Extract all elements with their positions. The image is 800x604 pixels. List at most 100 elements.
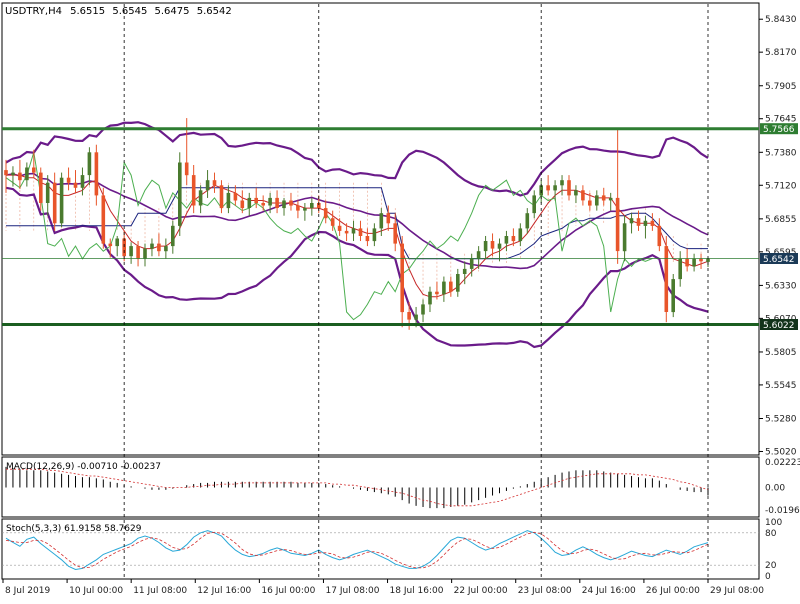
candle-body xyxy=(511,236,516,242)
candle-body xyxy=(400,243,404,313)
price-tick-label: 5.7645 xyxy=(765,115,797,125)
candle-body xyxy=(80,175,85,188)
stoch-tick-label: 0 xyxy=(765,572,771,582)
candle-body xyxy=(407,312,411,320)
resistance-tag xyxy=(760,123,798,135)
candle-body xyxy=(664,246,669,312)
axis-layer: 5.8430 5.8170 5.7905 5.7645 5.7380 5.7120 5.68… xyxy=(2,4,797,596)
stoch-tick-label: 100 xyxy=(765,518,782,528)
price-tick-label: 5.5805 xyxy=(765,348,797,358)
candle-body xyxy=(25,167,29,181)
candle-body xyxy=(650,220,655,226)
candle-body xyxy=(692,258,696,267)
current-price-label: 5.6542 xyxy=(763,255,795,265)
candle-body xyxy=(94,152,99,196)
symbol-header: USDTRY,H4 5.6515 5.6545 5.6475 5.6542 xyxy=(5,6,232,17)
candle-body xyxy=(143,248,147,259)
macd-panel-frame xyxy=(1,456,760,518)
time-tick-label: 26 Jul 00:00 xyxy=(646,586,700,596)
price-tick-label: 5.6855 xyxy=(765,215,797,225)
time-tick-label: 18 Jul 16:00 xyxy=(390,586,444,596)
candle-body xyxy=(45,182,50,203)
lagging-span-line xyxy=(5,152,653,321)
candle-body xyxy=(372,228,377,242)
candle-body xyxy=(671,279,675,313)
resistance-level[interactable]: 5.7566 xyxy=(760,123,798,135)
stoch-tick-label: 20 xyxy=(765,561,777,571)
candle-body xyxy=(351,228,356,234)
candle-body xyxy=(476,251,481,259)
candle-body xyxy=(282,200,286,209)
high-text: 5.6545 xyxy=(112,6,147,17)
candle-body xyxy=(171,225,175,247)
candle-body xyxy=(184,162,189,176)
support-level[interactable]: 5.6022 xyxy=(760,319,798,331)
candle-body xyxy=(553,185,557,191)
candle-body xyxy=(66,177,71,183)
candle-body xyxy=(310,203,314,209)
candle-body xyxy=(52,182,57,224)
candle-body xyxy=(574,190,578,196)
candle-body xyxy=(706,258,710,262)
candle-body xyxy=(136,246,140,259)
time-tick-label: 16 Jul 00:00 xyxy=(261,586,315,596)
bollinger-middle-line xyxy=(5,172,709,270)
close-text: 5.6542 xyxy=(197,6,232,17)
candle-body xyxy=(323,208,328,219)
candle-body xyxy=(469,258,474,269)
macd-tick-label: 0.02223 xyxy=(765,458,800,468)
candle-body xyxy=(442,281,446,295)
support-tag xyxy=(760,319,798,330)
price-layer xyxy=(2,118,759,349)
time-tick-label: 8 Jul 2019 xyxy=(5,586,50,596)
price-tick-label: 5.5280 xyxy=(765,415,797,425)
macd-layer: 0.02223 0.00 -0.01967 xyxy=(5,458,800,516)
candle-body xyxy=(108,243,113,247)
price-tick-label: 5.5020 xyxy=(765,448,797,458)
candle-body xyxy=(115,238,119,247)
candle-body xyxy=(414,314,418,320)
symbol-ohlc-text: USDTRY,H4 5.6515 5.6545 5.6475 5.6542 xyxy=(5,6,232,17)
candle-body xyxy=(497,243,502,249)
price-tick-label: 5.6595 xyxy=(765,248,797,258)
candle-body xyxy=(685,258,689,267)
macd-label: MACD(12,26,9) -0.00710 -0.00237 xyxy=(6,462,161,472)
candle-body xyxy=(330,218,335,226)
candle-body xyxy=(365,236,370,242)
open-text: 5.6515 xyxy=(70,6,105,17)
candle-body xyxy=(247,197,252,208)
candle-body xyxy=(358,228,363,236)
candle-body xyxy=(205,180,210,191)
macd-tick-label: -0.01967 xyxy=(765,506,800,516)
resistance-label: 5.7566 xyxy=(763,125,795,135)
time-tick-label: 12 Jul 16:00 xyxy=(197,586,251,596)
candle-body xyxy=(289,200,293,206)
candle-body xyxy=(296,205,300,211)
current-price-level[interactable]: 5.6542 xyxy=(760,253,798,265)
macd-signal-line xyxy=(6,468,709,507)
candle-body xyxy=(122,238,126,257)
candle-body xyxy=(226,192,231,209)
ma-slow-line xyxy=(6,187,708,260)
price-tick-label: 5.6330 xyxy=(765,281,797,291)
candle-body xyxy=(699,258,703,262)
macd-tick-label: 0.00 xyxy=(765,484,785,494)
price-tick-label: 5.7380 xyxy=(765,148,797,158)
candle-body xyxy=(581,190,585,201)
candle-body xyxy=(317,203,321,209)
candle-body xyxy=(240,200,245,209)
candle-body xyxy=(101,195,106,244)
price-tick-label: 5.5545 xyxy=(765,381,797,391)
candle-body xyxy=(567,180,571,196)
current-price-tag xyxy=(760,253,798,264)
candle-body xyxy=(39,172,43,203)
candle-body xyxy=(532,195,536,214)
stoch-panel-frame xyxy=(1,518,760,580)
candle-body xyxy=(261,203,265,206)
candle-body xyxy=(303,208,307,211)
candle-body xyxy=(191,175,196,206)
price-panel-frame xyxy=(1,2,760,456)
